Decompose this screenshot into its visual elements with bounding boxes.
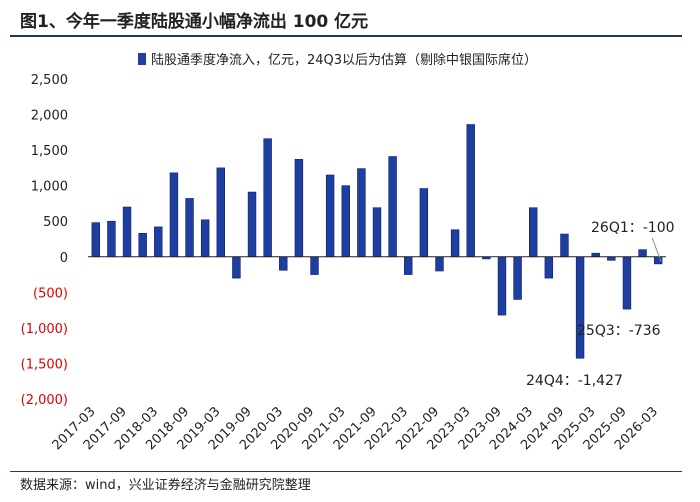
bar-2021-09 — [372, 207, 382, 258]
bar-2019-06 — [232, 256, 241, 279]
bar-2020-06 — [294, 159, 304, 258]
bar-2024-09 — [560, 233, 569, 258]
bar-2021-06 — [357, 168, 366, 258]
bar-2020-12 — [325, 174, 335, 258]
chart-title: 图1、今年一季度陆股通小幅净流出 100 亿元 — [20, 12, 369, 32]
bar-2020-09 — [310, 256, 319, 275]
source-note: 数据来源：wind，兴业证券经济与金融研究院整理 — [20, 478, 311, 493]
bar-2018-09 — [185, 198, 194, 258]
bar-2017-06 — [107, 220, 116, 258]
bar-2017-09 — [122, 206, 132, 258]
bar-2022-12 — [450, 229, 460, 258]
y-axis: 2,500 2,000 1,500 1,000 500 0 (500) (1,000) (1,5… — [21, 73, 68, 408]
y-tick-label: 2,000 — [31, 109, 68, 124]
bar-2018-06 — [169, 172, 179, 258]
y-tick-label: 500 — [43, 215, 68, 230]
annotation-leader-line — [651, 237, 662, 263]
bar-2024-03 — [529, 207, 538, 258]
y-tick-label: 2,500 — [31, 73, 68, 88]
bar-2022-03 — [404, 256, 413, 275]
footer-divider — [10, 471, 682, 472]
bar-2019-03 — [216, 167, 225, 258]
chart-legend: 陆股通季度净流入，亿元，24Q3以后为估算（剔除中银国际席位） — [138, 52, 537, 68]
bar-2022-09 — [435, 256, 444, 272]
legend-swatch — [138, 53, 146, 65]
bar-2025-03 — [591, 252, 600, 258]
annotations: 26Q1：-100 25Q3：-736 24Q4：-1,427 — [526, 220, 675, 389]
y-tick-label: (500) — [33, 286, 68, 301]
bar-2017-12 — [138, 233, 147, 258]
bar-2025-12 — [638, 249, 647, 258]
bar-2023-12 — [513, 256, 522, 300]
legend-label: 陆股通季度净流入，亿元，24Q3以后为估算（剔除中银国际席位） — [151, 52, 537, 68]
bar-series — [91, 124, 663, 359]
y-tick-label: 1,000 — [31, 180, 68, 195]
bar-2019-12 — [263, 138, 272, 258]
bar-2023-03 — [466, 124, 475, 258]
bar-2022-06 — [419, 188, 429, 258]
bar-2018-12 — [200, 219, 210, 258]
annotation-25q3: 25Q3：-736 — [577, 323, 661, 339]
bar-2020-03 — [279, 256, 288, 271]
bar-2018-03 — [154, 226, 163, 258]
bar-2021-12 — [388, 156, 397, 258]
bar-2019-09 — [247, 191, 257, 258]
bar-2024-12 — [575, 256, 585, 359]
x-axis: 2017-032017-092018-032018-092019-032019-… — [50, 404, 661, 453]
bar-2023-09 — [497, 256, 507, 316]
bar-2024-06 — [544, 256, 554, 279]
y-tick-label: (2,000) — [21, 393, 68, 408]
bar-2025-06 — [607, 256, 616, 261]
y-tick-label: 1,500 — [31, 144, 68, 159]
annotation-24q4: 24Q4：-1,427 — [526, 373, 623, 389]
y-tick-label: 0 — [60, 251, 68, 266]
bar-2025-09 — [622, 256, 632, 310]
bar-2017-03 — [91, 222, 101, 258]
y-tick-label: (1,000) — [21, 322, 68, 337]
y-tick-label: (1,500) — [21, 357, 68, 372]
annotation-26q1: 26Q1：-100 — [591, 220, 675, 236]
bar-2021-03 — [341, 185, 350, 258]
title-divider — [10, 35, 682, 37]
